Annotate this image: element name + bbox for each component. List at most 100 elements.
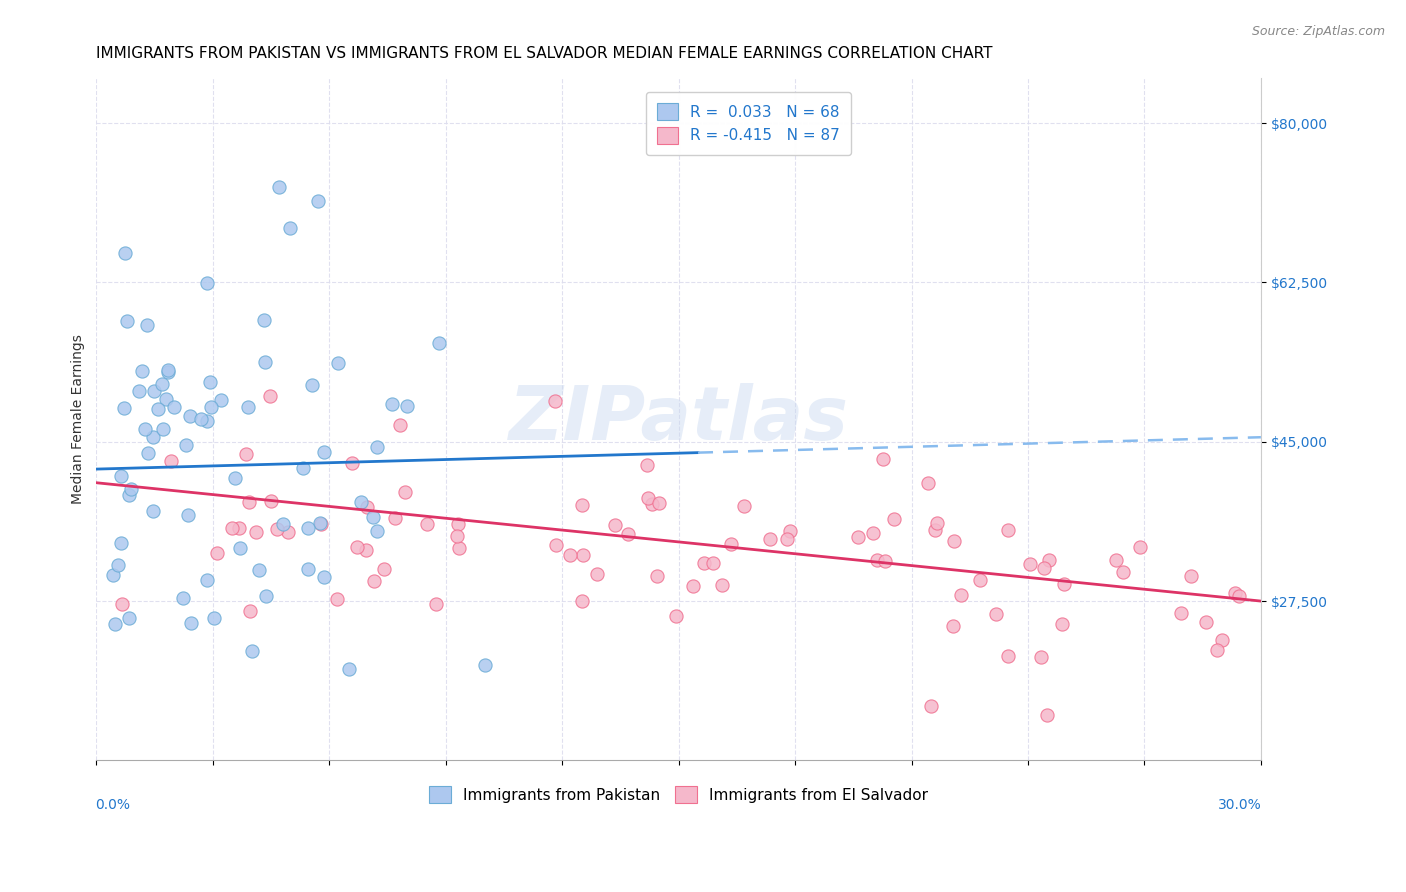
Point: [134, 422, 156, 436]
Point: [198, 376, 221, 390]
Point: [425, 598, 447, 612]
Point: [112, 401, 135, 416]
Point: [1129, 540, 1152, 554]
Point: [776, 532, 799, 546]
Point: [247, 563, 270, 577]
Point: [159, 454, 181, 468]
Point: [221, 520, 243, 534]
Point: [984, 607, 1007, 622]
Point: [195, 277, 218, 291]
Point: [394, 484, 416, 499]
Point: [328, 356, 350, 370]
Point: [163, 400, 186, 414]
Point: [110, 469, 132, 483]
Point: [342, 456, 364, 470]
Point: [142, 504, 165, 518]
Point: [969, 573, 991, 587]
Point: [240, 644, 263, 658]
Point: [571, 498, 593, 512]
Point: [1018, 558, 1040, 572]
Point: [202, 611, 225, 625]
Point: [266, 522, 288, 536]
Point: [637, 491, 659, 506]
Point: [267, 180, 290, 194]
Point: [373, 562, 395, 576]
Point: [617, 527, 640, 541]
Point: [152, 422, 174, 436]
Point: [759, 533, 782, 547]
Point: [950, 588, 973, 602]
Point: [586, 566, 609, 581]
Point: [356, 500, 378, 515]
Point: [1205, 642, 1227, 657]
Point: [366, 441, 388, 455]
Point: [254, 589, 277, 603]
Point: [942, 533, 965, 548]
Point: [1223, 586, 1246, 600]
Point: [239, 604, 262, 618]
Point: [447, 541, 470, 555]
Point: [924, 523, 946, 537]
Point: [280, 220, 302, 235]
Point: [702, 556, 724, 570]
Point: [1053, 576, 1076, 591]
Point: [115, 313, 138, 327]
Point: [862, 525, 884, 540]
Point: [546, 538, 568, 552]
Point: [136, 445, 159, 459]
Point: [603, 517, 626, 532]
Point: [260, 493, 283, 508]
Point: [920, 698, 942, 713]
Y-axis label: Median Female Earnings: Median Female Earnings: [72, 334, 86, 504]
Point: [572, 548, 595, 562]
Point: [120, 482, 142, 496]
Point: [224, 471, 246, 485]
Point: [110, 536, 132, 550]
Point: [236, 400, 259, 414]
Point: [311, 516, 333, 531]
Point: [1229, 590, 1251, 604]
Point: [1036, 707, 1059, 722]
Point: [779, 524, 801, 539]
Point: [136, 318, 159, 332]
Point: [395, 399, 418, 413]
Text: IMMIGRANTS FROM PAKISTAN VS IMMIGRANTS FROM EL SALVADOR MEDIAN FEMALE EARNINGS C: IMMIGRANTS FROM PAKISTAN VS IMMIGRANTS F…: [97, 46, 993, 62]
Point: [883, 512, 905, 526]
Point: [1038, 553, 1060, 567]
Point: [474, 657, 496, 672]
Point: [1105, 553, 1128, 567]
Point: [195, 413, 218, 427]
Point: [866, 553, 889, 567]
Point: [174, 438, 197, 452]
Point: [312, 445, 335, 459]
Point: [228, 541, 250, 556]
Point: [665, 609, 688, 624]
Point: [848, 530, 870, 544]
Point: [366, 524, 388, 538]
Point: [307, 194, 329, 208]
Point: [720, 537, 742, 551]
Point: [259, 389, 281, 403]
Point: [1050, 617, 1073, 632]
Point: [1111, 565, 1133, 579]
Point: [350, 495, 373, 509]
Point: [309, 516, 332, 530]
Point: [356, 543, 378, 558]
Point: [1195, 615, 1218, 629]
Point: [363, 574, 385, 588]
Point: [648, 496, 671, 510]
Point: [235, 446, 257, 460]
Point: [114, 245, 136, 260]
Point: [107, 558, 129, 572]
Point: [693, 556, 716, 570]
Point: [381, 397, 404, 411]
Point: [179, 409, 201, 424]
Point: [128, 384, 150, 398]
Point: [571, 594, 593, 608]
Point: [925, 516, 948, 530]
Text: 0.0%: 0.0%: [96, 798, 131, 812]
Point: [131, 364, 153, 378]
Point: [346, 540, 368, 554]
Point: [150, 376, 173, 391]
Point: [103, 568, 125, 582]
